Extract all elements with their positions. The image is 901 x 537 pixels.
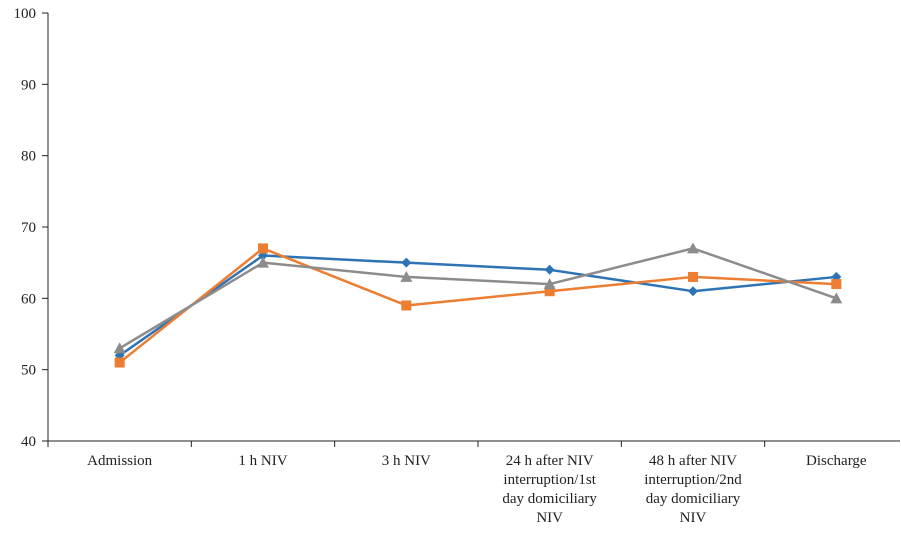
x-tick-label: Admission: [87, 453, 153, 469]
x-tick-label-line: 48 h after NIV: [649, 453, 737, 469]
square-marker: [831, 279, 842, 290]
y-tick-label: 60: [21, 291, 36, 307]
x-tick-label: 1 h NIV: [238, 453, 287, 469]
x-tick-label-line: 24 h after NIV: [506, 453, 594, 469]
x-tick-label-line: interruption/1st: [503, 472, 596, 488]
triangle-marker: [687, 242, 699, 254]
x-tick-label-line: day domiciliary: [646, 491, 741, 507]
triangle-marker: [257, 256, 269, 268]
x-tick-label-line: 3 h NIV: [382, 453, 431, 469]
triangle-marker: [543, 278, 556, 290]
triangle-marker: [113, 342, 126, 354]
x-tick-label-line: Discharge: [806, 453, 867, 469]
series-line: [118, 247, 837, 364]
x-axis-labels: Admission 1 h NIV 3 h NIV 24 h after NIV int…: [47, 441, 867, 526]
x-tick-label-line: interruption/2nd: [644, 472, 742, 488]
axes: [47, 13, 900, 442]
triangle-marker: [400, 270, 413, 282]
x-tick-label: Discharge: [806, 453, 867, 469]
y-tick-label: 80: [21, 149, 36, 165]
y-tick-label: 70: [21, 220, 36, 236]
x-tick-label-line: NIV: [536, 510, 563, 526]
y-tick-label: 40: [21, 434, 36, 450]
diamond-marker: [401, 257, 412, 268]
x-tick-label: 3 h NIV: [382, 453, 431, 469]
square-marker: [688, 271, 698, 282]
diamond-marker: [544, 264, 555, 275]
series-3: [113, 242, 843, 354]
y-axis-ticks: 40 50 60 70 80 90 100: [14, 6, 48, 450]
y-tick-label: 100: [14, 6, 37, 22]
square-marker: [114, 357, 125, 368]
x-tick-label-line: 1 h NIV: [238, 453, 287, 469]
series-2: [114, 243, 842, 368]
x-tick-label-line: Admission: [87, 453, 153, 469]
x-tick-label: 48 h after NIV interruption/2nd day domici…: [644, 453, 742, 526]
square-marker: [258, 243, 268, 254]
diamond-marker: [688, 286, 698, 297]
y-tick-label: 50: [21, 363, 36, 379]
x-tick-label-line: NIV: [680, 510, 707, 526]
y-tick-label: 90: [21, 77, 36, 93]
series-layer: [113, 242, 843, 368]
series-line: [119, 247, 837, 350]
series-line: [118, 254, 837, 357]
x-tick-label: 24 h after NIV interruption/1st day domici…: [502, 453, 597, 526]
square-marker: [544, 286, 555, 297]
x-tick-label-line: day domiciliary: [502, 491, 597, 507]
triangle-marker: [830, 292, 843, 304]
series-1: [114, 250, 842, 361]
square-marker: [401, 300, 412, 311]
